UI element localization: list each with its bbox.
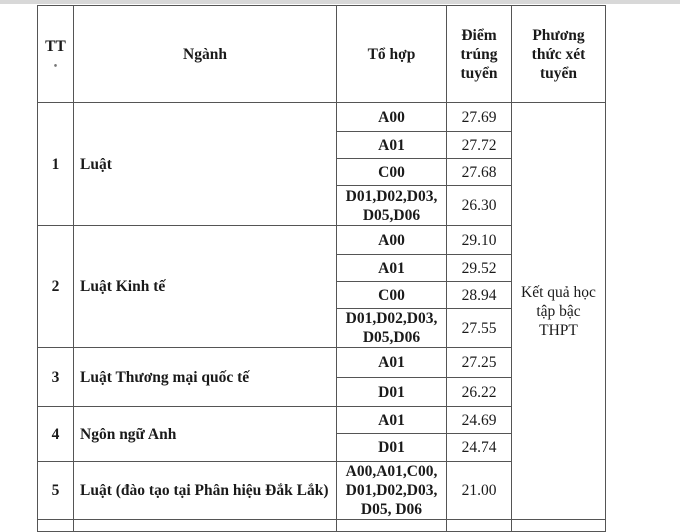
subject-combination: A01 xyxy=(336,406,447,434)
table-row: D01 24.74 xyxy=(38,433,606,462)
table-row: C00 27.68 xyxy=(38,158,606,186)
admission-scores-table: TT • Ngành Tổ hợp Điểm trúng tuyển Phương… xyxy=(37,5,606,532)
subject-combination: C00 xyxy=(336,281,447,309)
admission-score: 26.22 xyxy=(446,377,512,407)
subject-combination: D01 xyxy=(336,433,447,462)
subject-combination: D01,D02,D03, D05,D06 xyxy=(336,308,447,348)
subject-combination: A01 xyxy=(336,347,447,378)
header-nganh: Ngành xyxy=(73,5,337,103)
table-row: 5 Luật (đào tạo tại Phân hiệu Đắk Lắk) A00… xyxy=(37,461,606,520)
row-number: 4 xyxy=(37,406,74,462)
major-name: Luật Kinh tế xyxy=(73,225,337,348)
subject-combination: D01,D02,D03, D05,D06 xyxy=(336,185,447,226)
empty-cell xyxy=(37,519,74,532)
admission-score: 27.55 xyxy=(446,308,512,348)
subject-combination: C00 xyxy=(336,158,447,186)
table-row: D01,D02,D03, D05,D06 26.30 xyxy=(38,185,606,226)
admission-score: 28.94 xyxy=(446,281,512,309)
subject-combination: A01 xyxy=(336,254,447,282)
row-number: 2 xyxy=(37,225,74,348)
header-tt: TT • xyxy=(37,5,74,103)
table-row: 2 Luật Kinh tế A00 29.10 xyxy=(37,225,606,348)
empty-cell xyxy=(336,519,447,532)
row-number: 3 xyxy=(37,347,74,407)
header-phuong-thuc: Phương thức xét tuyển xyxy=(511,5,606,103)
admission-score: 26.30 xyxy=(446,185,512,226)
empty-cell xyxy=(73,519,337,532)
admission-score: 29.52 xyxy=(446,254,512,282)
subject-combination: A01 xyxy=(336,131,447,159)
table-row: C00 28.94 xyxy=(38,281,606,309)
admission-score: 29.10 xyxy=(446,225,512,255)
admission-score: 27.25 xyxy=(446,347,512,378)
major-name: Ngôn ngữ Anh xyxy=(73,406,337,462)
top-edge xyxy=(0,0,680,4)
subject-combination: D01 xyxy=(336,377,447,407)
major-name: Luật (đào tạo tại Phân hiệu Đắk Lắk) xyxy=(73,461,337,520)
admission-score: 24.69 xyxy=(446,406,512,434)
admission-method: Kết quả học tập bậc THPT xyxy=(511,102,606,520)
table-row: 1 Luật A00 27.69 Kết quả học tập bậc THPT xyxy=(37,102,606,520)
admission-score: 21.00 xyxy=(446,461,512,520)
empty-cell xyxy=(511,519,606,532)
admission-score: 27.68 xyxy=(446,158,512,186)
admission-score: 24.74 xyxy=(446,433,512,462)
admission-score: 27.69 xyxy=(446,102,512,132)
table-row: D01 26.22 xyxy=(38,377,606,407)
header-diem: Điểm trúng tuyển xyxy=(446,5,512,103)
empty-cell xyxy=(446,519,512,532)
major-name: Luật xyxy=(73,102,337,226)
row-number: 5 xyxy=(37,461,74,520)
major-name: Luật Thương mại quốc tế xyxy=(73,347,337,407)
subject-combination: A00 xyxy=(336,102,447,132)
header-row: TT • Ngành Tổ hợp Điểm trúng tuyển Phương… xyxy=(37,5,606,103)
admission-score: 27.72 xyxy=(446,131,512,159)
header-to-hop: Tổ hợp xyxy=(336,5,447,103)
next-row-partial xyxy=(37,519,606,532)
subject-combination: A00,A01,C00, D01,D02,D03, D05, D06 xyxy=(336,461,447,520)
row-number: 1 xyxy=(37,102,74,226)
subject-combination: A00 xyxy=(336,225,447,255)
table-row: D01,D02,D03, D05,D06 27.55 xyxy=(38,308,606,348)
table-row: A01 27.72 xyxy=(38,131,606,159)
